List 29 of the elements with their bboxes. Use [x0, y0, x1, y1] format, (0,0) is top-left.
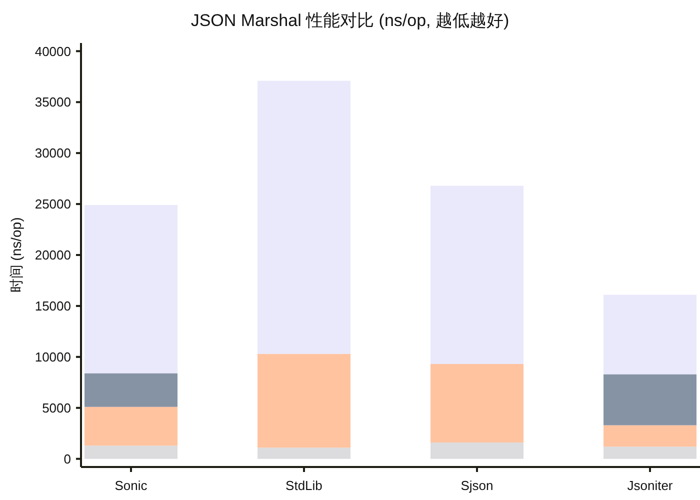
bar [604, 374, 696, 426]
bar [430, 364, 524, 443]
bar [258, 354, 350, 448]
bar [84, 205, 178, 374]
bar [604, 294, 696, 374]
y-tick-label: 25000 [34, 196, 71, 212]
bar [84, 446, 178, 459]
bar [604, 446, 696, 459]
y-tick-label: 0 [64, 451, 71, 466]
x-tick-label: Sjson [460, 478, 494, 494]
y-tick-label: 35000 [34, 94, 71, 110]
bar [258, 80, 350, 354]
x-tick-label: StdLib [286, 478, 322, 494]
y-tick-label: 10000 [34, 350, 71, 365]
bar [84, 373, 178, 407]
bar [84, 406, 178, 446]
y-tick-label: 5000 [42, 400, 71, 416]
y-tick-label: 40000 [34, 44, 71, 59]
bar [430, 186, 524, 364]
y-axis-title: 时间 (ns/op) [8, 217, 24, 293]
y-tick-label: 15000 [34, 298, 71, 314]
bar [604, 425, 696, 447]
bar [258, 448, 350, 459]
y-tick-label: 30000 [34, 146, 71, 161]
x-tick-label: Jsoniter [627, 478, 674, 494]
x-tick-label: Sonic [114, 478, 148, 494]
chart-title: JSON Marshal 性能对比 (ns/op, 越低越好) [190, 11, 510, 31]
bar [430, 442, 524, 459]
y-tick-label: 20000 [34, 248, 71, 263]
